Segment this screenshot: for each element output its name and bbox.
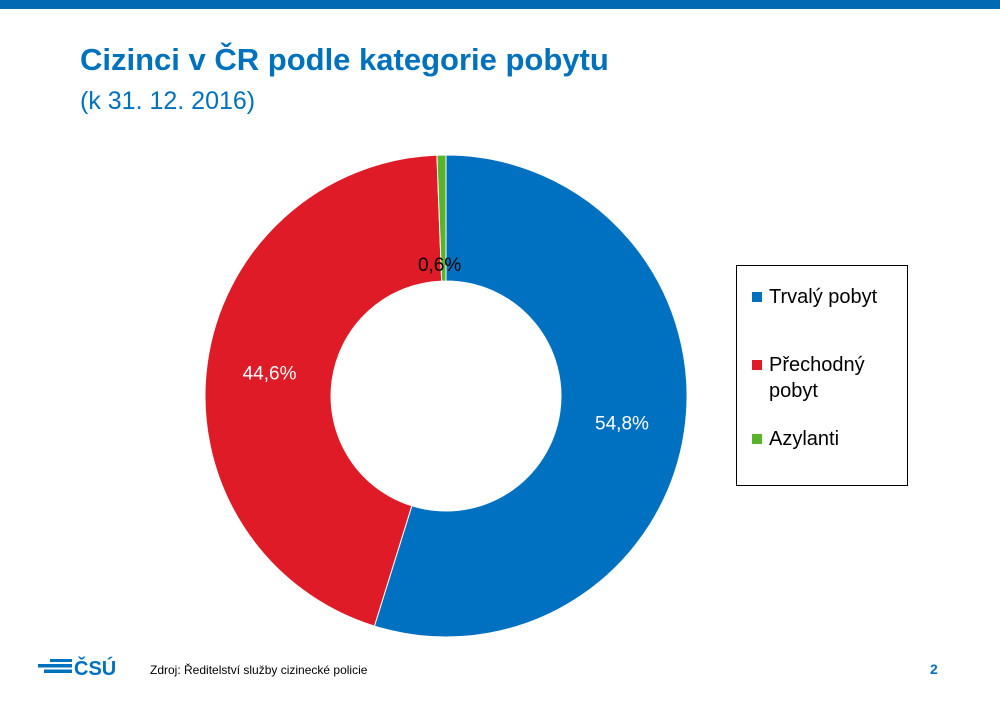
page-subtitle: (k 31. 12. 2016) (80, 87, 256, 115)
source-note: Zdroj: Ředitelství služby cizinecké poli… (150, 663, 368, 677)
legend-entry-prechodny-pobyt: Přechodný pobyt (752, 352, 865, 404)
legend-label-azylanti: Azylanti (769, 428, 840, 450)
legend-swatch-prechodny-pobyt (752, 360, 762, 370)
legend-label-trvaly-pobyt: Trvalý pobyt (769, 286, 878, 308)
top-accent-bar (0, 0, 1000, 9)
data-label-azylanti: 0,6% (418, 255, 461, 276)
donut-data-labels: 54,8% 44,6% 0,6% (243, 255, 649, 435)
slice-prechodny-pobyt (204, 154, 443, 627)
legend-entry-trvaly-pobyt: Trvalý pobyt (752, 284, 877, 310)
slice-trvaly-pobyt (373, 154, 688, 638)
page-number: 2 (930, 661, 938, 677)
data-label-prechodny-pobyt: 44,6% (243, 364, 297, 385)
legend-label-prechodny-line2: pobyt (769, 380, 818, 402)
svg-text:ČSÚ: ČSÚ (74, 656, 116, 680)
legend-label-prechodny-line1: Přechodný (769, 354, 865, 376)
csu-logo: ČSÚ (38, 656, 116, 680)
data-label-trvaly-pobyt: 54,8% (595, 414, 649, 435)
page-title: Cizinci v ČR podle kategorie pobytu (80, 42, 609, 77)
donut-slices (204, 154, 688, 638)
slice-azylanti (436, 154, 447, 282)
legend-swatch-trvaly-pobyt (752, 292, 762, 302)
legend-entry-azylanti: Azylanti (752, 426, 839, 452)
chart-legend: Trvalý pobyt Přechodný pobyt Azylanti (736, 265, 908, 486)
legend-swatch-azylanti (752, 434, 762, 444)
